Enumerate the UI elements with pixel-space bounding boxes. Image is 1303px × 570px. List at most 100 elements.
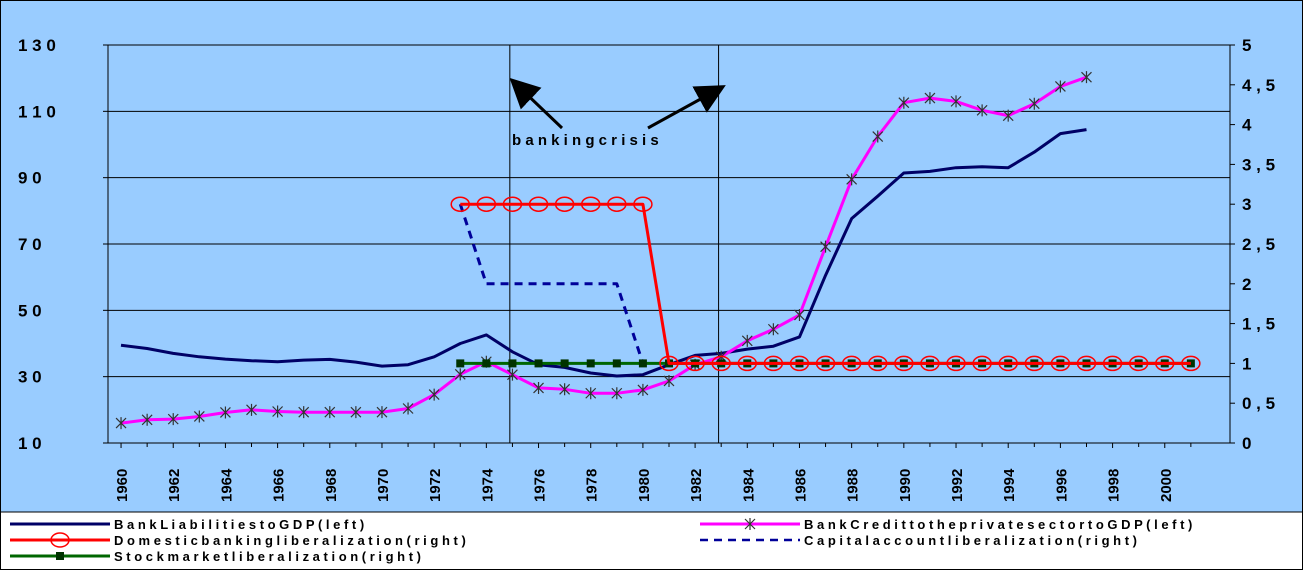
left-y-axis: 1 0 3 0 5 0 7 0 9 0 1 1 0 1 3 0 <box>18 36 108 453</box>
data-point-star <box>767 323 779 336</box>
x-tick-label: 2000 <box>1158 469 1175 502</box>
data-point-star <box>219 406 231 419</box>
data-point-star <box>611 387 623 400</box>
data-point-circle <box>972 355 992 372</box>
data-point-star <box>637 383 649 396</box>
y-right-tick-label: 2 <box>1242 275 1251 294</box>
data-point-square <box>560 359 569 368</box>
data-point-star <box>402 402 414 415</box>
annotation-arrow-right <box>647 85 726 130</box>
x-axis: 1960 1962 1964 1966 1968 1970 1972 1974 1976 1978… <box>114 443 1192 502</box>
y-left-tick-label: 9 0 <box>18 169 42 188</box>
legend-item: S t o c k m a r k e t l i b e r a l i z … <box>10 549 421 564</box>
y-right-tick-label: 4 , 5 <box>1242 76 1275 95</box>
data-point-circle <box>1181 355 1201 372</box>
y-left-tick-label: 1 3 0 <box>18 36 56 55</box>
x-tick-label: 1974 <box>479 468 496 502</box>
data-point-circle <box>502 196 523 212</box>
data-point-star <box>272 405 284 418</box>
annotation-text: b a n k i n g c r i s i s <box>512 132 659 149</box>
data-point-square <box>638 359 647 368</box>
x-tick-label: 1984 <box>740 468 757 502</box>
x-tick-label: 1986 <box>792 469 809 502</box>
series-1 <box>115 71 1092 430</box>
legend-label: C a p i t a l a c c o u n t l i b e r a … <box>804 533 1137 548</box>
data-point-circle <box>841 355 862 372</box>
data-point-square <box>56 552 64 560</box>
data-point-star <box>298 406 310 419</box>
y-right-tick-label: 0 <box>1242 434 1251 453</box>
y-left-tick-label: 5 0 <box>18 301 42 320</box>
data-point-square <box>586 359 595 368</box>
x-tick-label: 1960 <box>114 469 131 502</box>
data-point-circle <box>894 355 914 372</box>
data-point-square <box>534 359 543 368</box>
series-group <box>115 71 1201 430</box>
data-point-star <box>1081 71 1092 84</box>
data-point-square <box>456 359 465 368</box>
data-point-circle <box>685 355 705 372</box>
data-point-circle <box>1155 355 1175 372</box>
data-point-star <box>663 374 675 387</box>
data-point-star <box>976 104 988 117</box>
series-2 <box>450 196 1201 372</box>
x-tick-label: 1966 <box>271 469 288 502</box>
data-point-circle <box>998 355 1018 372</box>
data-point-star <box>454 368 466 381</box>
x-tick-label: 1990 <box>897 469 914 502</box>
data-point-star <box>559 383 571 396</box>
data-point-circle <box>711 355 731 372</box>
y-left-tick-label: 1 1 0 <box>18 102 56 121</box>
data-point-circle <box>580 196 601 212</box>
legend-item: D o m e s t i c b a n k i n g l i b e r … <box>10 532 466 548</box>
data-point-star <box>1002 109 1014 122</box>
x-tick-label: 1998 <box>1106 469 1123 502</box>
data-point-star <box>115 417 127 430</box>
data-point-circle <box>50 532 70 548</box>
y-right-tick-label: 1 , 5 <box>1242 315 1275 334</box>
data-point-circle <box>1050 355 1071 372</box>
x-tick-label: 1968 <box>323 469 340 502</box>
data-point-star <box>167 413 179 426</box>
x-tick-label: 1988 <box>845 469 862 502</box>
data-point-star <box>794 308 805 321</box>
data-point-star <box>507 368 518 381</box>
y-left-tick-label: 3 0 <box>18 368 42 387</box>
data-point-star <box>428 388 440 401</box>
data-point-circle <box>946 355 966 372</box>
x-tick-label: 1992 <box>949 469 966 502</box>
data-point-circle <box>633 196 653 212</box>
y-right-tick-label: 0 , 5 <box>1242 394 1275 413</box>
data-point-circle <box>920 355 940 372</box>
data-point-star <box>898 96 910 109</box>
y-right-tick-label: 3 <box>1242 195 1251 214</box>
data-point-circle <box>789 355 810 372</box>
data-point-star <box>950 95 962 108</box>
data-point-star <box>141 413 153 426</box>
data-point-circle <box>607 196 627 212</box>
x-tick-label: 1972 <box>427 469 444 502</box>
legend-item: B a n k L i a b i l i t i e s t o G D P … <box>10 517 364 532</box>
x-tick-label: 1996 <box>1053 469 1070 502</box>
data-point-star <box>820 240 831 253</box>
y-right-tick-label: 4 <box>1242 116 1252 135</box>
data-point-star <box>846 173 858 186</box>
legend-box <box>0 511 1303 570</box>
series-3 <box>458 203 645 364</box>
y-right-tick-label: 1 <box>1242 354 1251 373</box>
legend-label: D o m e s t i c b a n k i n g l i b e r … <box>114 533 466 548</box>
data-point-star <box>193 410 205 423</box>
data-point-circle <box>554 196 575 212</box>
data-point-star <box>1054 80 1066 93</box>
data-point-circle <box>815 355 836 372</box>
data-point-star <box>324 406 336 419</box>
data-point-square <box>612 359 621 368</box>
data-point-circle <box>528 196 549 212</box>
series-0 <box>120 128 1087 378</box>
x-tick-label: 1982 <box>688 469 705 502</box>
data-point-circle <box>450 196 471 212</box>
data-point-circle <box>763 355 784 372</box>
legend-item: C a p i t a l a c c o u n t l i b e r a … <box>700 533 1137 548</box>
legend-label: S t o c k m a r k e t l i b e r a l i z … <box>114 549 421 564</box>
